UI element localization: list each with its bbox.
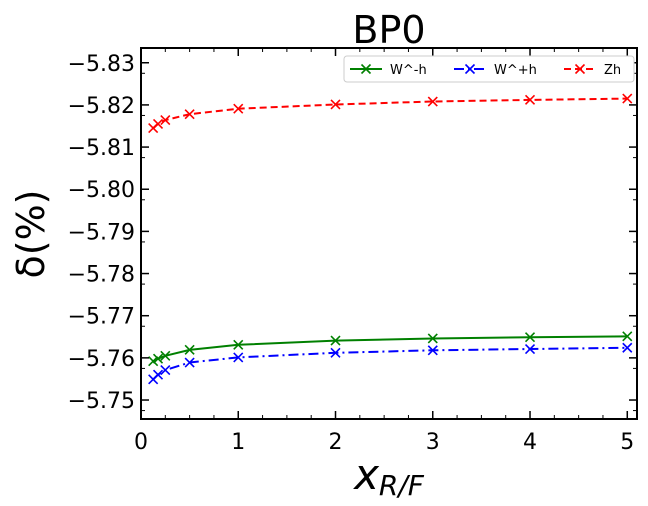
y-tick-label: −5.83 bbox=[68, 52, 135, 77]
chart-title: BP0 bbox=[352, 8, 425, 52]
data-point-zh bbox=[330, 99, 341, 110]
legend-marker-w-h bbox=[464, 63, 476, 75]
y-tick-label: −5.78 bbox=[68, 263, 135, 288]
axis-ticks: 0 1 2 3 4 5 −5.75 −5.76 −5.77 −5.78 −5.79 −5.80 −5.8… bbox=[68, 48, 637, 455]
y-tick-label: −5.82 bbox=[68, 94, 135, 119]
x-axis-label-main: x bbox=[352, 450, 380, 499]
data-point-w-h bbox=[524, 343, 536, 355]
x-tick-label: 2 bbox=[329, 430, 343, 455]
y-tick-label: −5.75 bbox=[68, 389, 135, 414]
data-point-zh bbox=[622, 93, 633, 104]
data-point-w-h bbox=[160, 365, 171, 376]
data-point-w-h bbox=[233, 352, 244, 363]
legend-marker-zh bbox=[574, 63, 586, 75]
data-point-zh bbox=[152, 118, 164, 129]
x-tick-label: 1 bbox=[231, 430, 245, 455]
plot-frame bbox=[140, 47, 638, 420]
legend: W^-h W^+h Zh bbox=[343, 55, 635, 83]
x-axis-label-sub: R/F bbox=[379, 469, 425, 502]
data-point-zh bbox=[160, 115, 171, 126]
legend-marker-w-h bbox=[360, 63, 372, 75]
x-axis-label: xR/F bbox=[352, 450, 425, 502]
y-axis-label: δ(%) bbox=[9, 189, 53, 278]
data-point-w-h bbox=[160, 350, 171, 361]
y-tick-label: −5.81 bbox=[68, 136, 135, 161]
legend-label-zh: Zh bbox=[604, 63, 621, 78]
data-point-w-h bbox=[233, 339, 244, 350]
series-line-w-h bbox=[152, 346, 628, 381]
data-point-zh bbox=[524, 94, 536, 105]
data-point-w-h bbox=[152, 369, 164, 380]
data-point-w-h bbox=[148, 356, 159, 367]
data-point-w-h bbox=[330, 347, 341, 358]
data-point-w-h bbox=[330, 335, 341, 346]
data-point-zh bbox=[427, 96, 438, 107]
plot-area bbox=[148, 93, 633, 385]
data-point-w-h bbox=[184, 357, 195, 368]
data-point-zh bbox=[184, 109, 195, 120]
data-point-w-h bbox=[622, 331, 633, 342]
y-tick-label: −5.80 bbox=[68, 178, 135, 203]
x-tick-label: 5 bbox=[620, 430, 634, 455]
data-point-w-h bbox=[622, 342, 633, 353]
data-point-zh bbox=[233, 103, 244, 114]
y-tick-label: −5.79 bbox=[68, 220, 135, 245]
x-tick-label: 4 bbox=[523, 430, 537, 455]
x-tick-label: 0 bbox=[134, 430, 148, 455]
legend-label-w-h: W^+h bbox=[494, 63, 537, 78]
data-point-w-h bbox=[427, 345, 438, 356]
data-point-w-h bbox=[427, 333, 438, 344]
series-line-zh bbox=[152, 97, 628, 129]
legend-label-w-h: W^-h bbox=[390, 63, 427, 78]
y-tick-label: −5.77 bbox=[68, 305, 135, 330]
legend-box bbox=[343, 55, 635, 83]
data-point-w-h bbox=[152, 353, 164, 364]
y-tick-label: −5.76 bbox=[68, 347, 135, 372]
x-tick-label: 3 bbox=[426, 430, 440, 455]
data-point-w-h bbox=[524, 332, 536, 343]
data-point-w-h bbox=[184, 344, 195, 355]
